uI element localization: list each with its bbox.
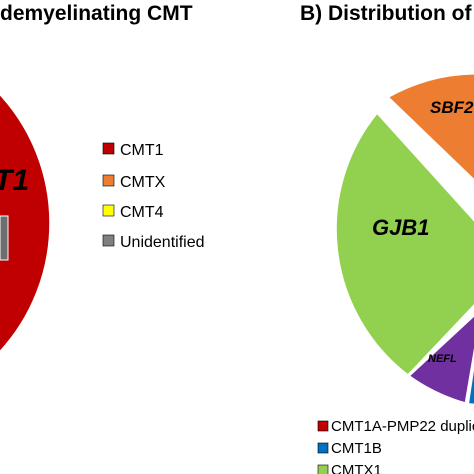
pie-a-slice-cmt1 xyxy=(0,93,51,353)
legend-a-label-cmt4: CMT4 xyxy=(120,204,164,221)
legend-a-label-cmtx: CMTX xyxy=(120,174,166,191)
pie-b-slice-label-sbf2: SBF2 xyxy=(430,98,474,117)
legend-a-label-unidentified: Unidentified xyxy=(120,234,205,251)
legend-a: CMT1 CMTX CMT4 Unidentified xyxy=(102,142,205,251)
legend-b-label-cmt1a: CMT1A-PMP22 duplicatio xyxy=(331,418,474,435)
legend-b: CMT1A-PMP22 duplicatio CMT1B CMTX1 xyxy=(317,418,474,474)
legend-a-swatch-cmt4 xyxy=(102,204,115,217)
legend-b-swatch-cmt1b xyxy=(317,442,329,454)
panel-a-title: demyelinating CMT xyxy=(0,2,193,25)
pie-b-slice-label-gjb1: GJB1 xyxy=(372,215,429,240)
legend-b-swatch-cmt1a xyxy=(317,420,329,432)
panel-b-title: B) Distribution of a xyxy=(300,2,474,25)
pie-b-slice-gjb1 xyxy=(333,109,474,379)
pie-a-slice-unidentified xyxy=(0,215,9,261)
legend-b-swatch-cmtx1 xyxy=(317,464,329,474)
pie-a-slice-label: T1 xyxy=(0,164,29,197)
legend-a-swatch-unidentified xyxy=(102,234,115,247)
panel-a: demyelinating CMT T1 CMT1 CMTX CMT4 Unid… xyxy=(0,2,205,353)
pie-b-slice-sbf2 xyxy=(384,71,474,183)
panel-b: B) Distribution of a SBF2 GJB1 NEFL CMT1… xyxy=(300,2,474,474)
legend-a-swatch-cmtx xyxy=(102,174,115,187)
pie-b-slice-nefl xyxy=(405,312,474,406)
pie-b-slice-label-nefl: NEFL xyxy=(428,353,457,365)
legend-a-swatch-cmt1 xyxy=(102,142,115,155)
legend-b-label-cmt1b: CMT1B xyxy=(331,440,382,457)
pie-b-slice-cmt1b xyxy=(466,356,474,406)
legend-a-label-cmt1: CMT1 xyxy=(120,142,164,159)
legend-b-label-cmtx1: CMTX1 xyxy=(331,462,382,474)
